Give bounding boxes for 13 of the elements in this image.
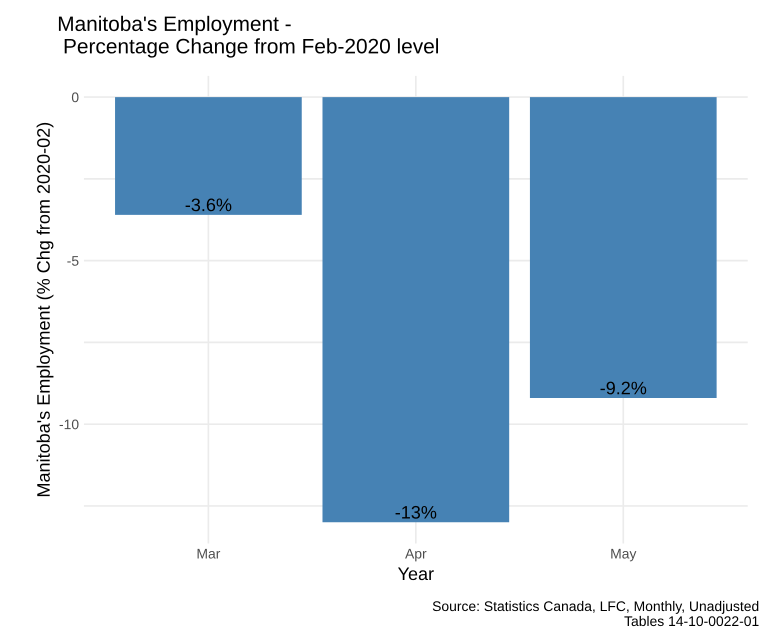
x-tick-label: May — [611, 548, 636, 562]
text: -13% — [396, 506, 436, 519]
y-tick-label: -10 — [60, 419, 79, 430]
x-tick-label: Apr — [405, 548, 426, 562]
x-tick-label: Mar — [198, 548, 220, 559]
text: -9.2% — [600, 382, 646, 394]
y-tick-label: 0 — [72, 92, 79, 102]
x-axis-title: Year — [398, 568, 434, 580]
y-tick-label: -5 — [67, 256, 78, 266]
text: -3.6% — [186, 198, 232, 212]
y-axis-title: Manitoba's Employment (% Chg from 2020-02) — [36, 122, 54, 496]
source-note: Source: Statistics Canada, LFC, Monthly, Unadjusted Tables 14-10-0022-01 — [432, 600, 759, 626]
chart-title: Manitoba's Employment - Percentage Change from Feb-2020 level — [58, 16, 438, 58]
